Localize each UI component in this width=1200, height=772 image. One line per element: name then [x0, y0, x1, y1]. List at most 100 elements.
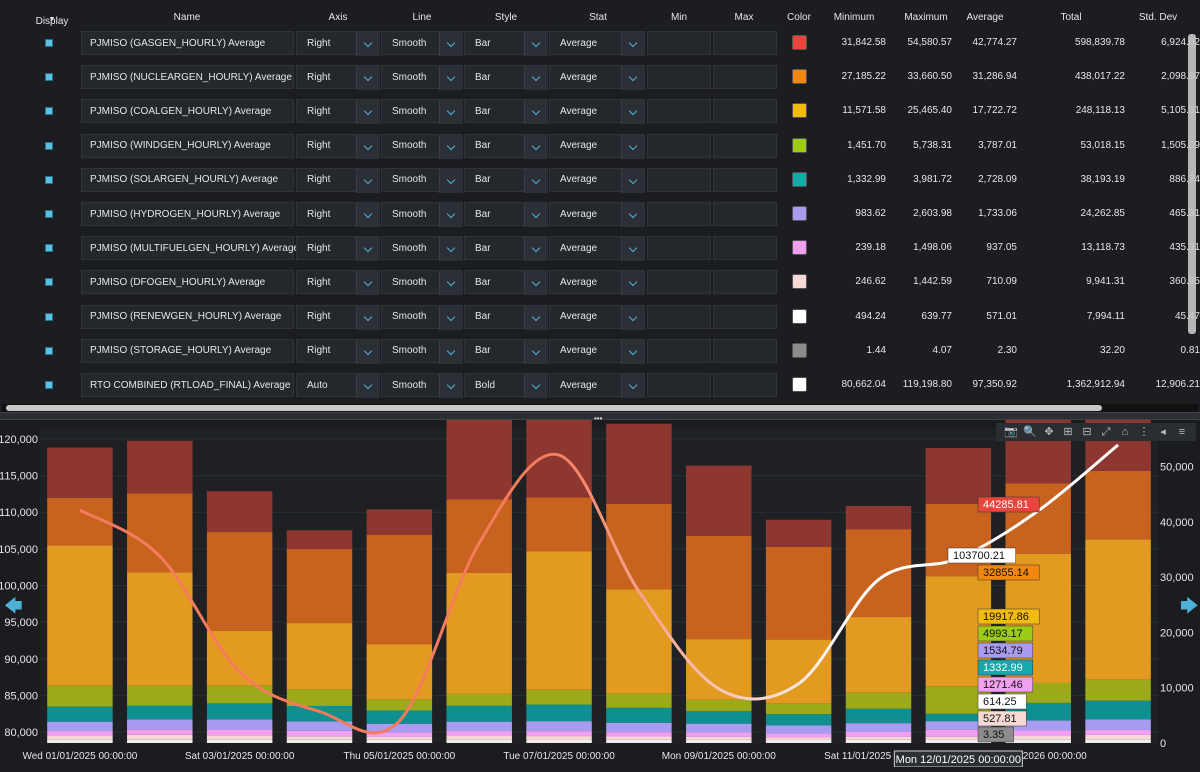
bar-segment[interactable] [287, 740, 352, 743]
style-select[interactable]: Bold [464, 373, 548, 397]
bar-segment[interactable] [526, 420, 591, 497]
chevron-down-icon[interactable] [621, 32, 645, 56]
zoom-out-icon[interactable]: ⊟ [1080, 425, 1094, 439]
bar-segment[interactable] [47, 736, 112, 740]
color-swatch[interactable] [792, 240, 807, 255]
bar-segment[interactable] [287, 623, 352, 689]
line-select[interactable]: Smooth [381, 339, 463, 363]
bar-segment[interactable] [446, 420, 511, 499]
bar-segment[interactable] [606, 708, 671, 723]
chevron-down-icon[interactable] [621, 203, 645, 227]
display-checkbox[interactable] [45, 176, 53, 184]
bar-segment[interactable] [367, 740, 432, 743]
chevron-down-icon[interactable] [524, 32, 548, 56]
bar-segment[interactable] [207, 631, 272, 686]
bar-segment[interactable] [686, 737, 751, 740]
bar-segment[interactable] [446, 731, 511, 736]
hover-compare-icon[interactable]: ≡ [1175, 425, 1189, 439]
display-checkbox[interactable] [45, 381, 53, 389]
chevron-down-icon[interactable] [439, 271, 463, 295]
chevron-down-icon[interactable] [524, 66, 548, 90]
bar-segment[interactable] [926, 448, 991, 504]
bar-segment[interactable] [526, 497, 591, 551]
header-max[interactable]: Max [735, 12, 754, 23]
bar-segment[interactable] [47, 740, 112, 743]
min-input[interactable] [647, 65, 711, 89]
stat-select[interactable]: Average [549, 373, 645, 397]
max-input[interactable] [713, 168, 777, 192]
bar-segment[interactable] [367, 535, 432, 644]
bar-segment[interactable] [606, 732, 671, 736]
bar-segment[interactable] [287, 736, 352, 739]
chevron-down-icon[interactable] [439, 203, 463, 227]
bar-segment[interactable] [526, 690, 591, 705]
min-input[interactable] [647, 270, 711, 294]
max-input[interactable] [713, 236, 777, 260]
min-input[interactable] [647, 99, 711, 123]
chevron-down-icon[interactable] [356, 135, 380, 159]
bar-segment[interactable] [526, 551, 591, 689]
hover-closest-icon[interactable]: ◂ [1156, 425, 1170, 439]
style-select[interactable]: Bar [464, 236, 548, 260]
style-select[interactable]: Bar [464, 65, 548, 89]
chevron-down-icon[interactable] [356, 374, 380, 398]
chevron-down-icon[interactable] [356, 340, 380, 364]
bar-segment[interactable] [446, 740, 511, 743]
line-select[interactable]: Smooth [381, 99, 463, 123]
style-select[interactable]: Bar [464, 31, 548, 55]
max-input[interactable] [713, 373, 777, 397]
axis-select[interactable]: Right [296, 99, 380, 123]
display-checkbox[interactable] [45, 244, 53, 252]
bar-segment[interactable] [1085, 539, 1150, 679]
bar-segment[interactable] [686, 740, 751, 743]
chevron-down-icon[interactable] [356, 32, 380, 56]
min-input[interactable] [647, 31, 711, 55]
bar-segment[interactable] [766, 714, 831, 725]
camera-icon[interactable]: 📷 [1004, 425, 1018, 439]
color-swatch[interactable] [792, 35, 807, 50]
max-input[interactable] [713, 305, 777, 329]
chevron-down-icon[interactable] [439, 100, 463, 124]
stat-select[interactable]: Average [549, 236, 645, 260]
stat-select[interactable]: Average [549, 168, 645, 192]
min-input[interactable] [647, 168, 711, 192]
bar-segment[interactable] [367, 644, 432, 699]
bar-segment[interactable] [526, 736, 591, 740]
color-swatch[interactable] [792, 377, 807, 392]
chevron-down-icon[interactable] [439, 237, 463, 261]
chevron-down-icon[interactable] [621, 340, 645, 364]
min-input[interactable] [647, 339, 711, 363]
previous-period-arrow-icon[interactable]: 🡄 [4, 594, 23, 624]
chevron-down-icon[interactable] [621, 100, 645, 124]
chevron-down-icon[interactable] [524, 271, 548, 295]
chevron-down-icon[interactable] [356, 66, 380, 90]
bar-segment[interactable] [1085, 735, 1150, 740]
style-select[interactable]: Bar [464, 305, 548, 329]
bar-segment[interactable] [526, 731, 591, 736]
min-input[interactable] [647, 373, 711, 397]
line-select[interactable]: Smooth [381, 134, 463, 158]
axis-select[interactable]: Right [296, 202, 380, 226]
chevron-down-icon[interactable] [621, 374, 645, 398]
bar-segment[interactable] [686, 466, 751, 536]
bar-segment[interactable] [686, 711, 751, 724]
bar-segment[interactable] [1005, 736, 1070, 740]
axis-select[interactable]: Right [296, 168, 380, 192]
chevron-down-icon[interactable] [356, 169, 380, 193]
bar-segment[interactable] [686, 732, 751, 736]
axis-select[interactable]: Right [296, 65, 380, 89]
bar-segment[interactable] [846, 693, 911, 709]
color-swatch[interactable] [792, 138, 807, 153]
chevron-down-icon[interactable] [524, 203, 548, 227]
header-color[interactable]: Color [787, 12, 811, 23]
axis-select[interactable]: Right [296, 236, 380, 260]
bar-segment[interactable] [766, 547, 831, 640]
bar-segment[interactable] [127, 493, 192, 572]
stat-select[interactable]: Average [549, 339, 645, 363]
axis-select[interactable]: Right [296, 339, 380, 363]
bar-segment[interactable] [47, 448, 112, 498]
max-input[interactable] [713, 339, 777, 363]
color-swatch[interactable] [792, 69, 807, 84]
color-swatch[interactable] [792, 103, 807, 118]
bar-segment[interactable] [766, 734, 831, 738]
